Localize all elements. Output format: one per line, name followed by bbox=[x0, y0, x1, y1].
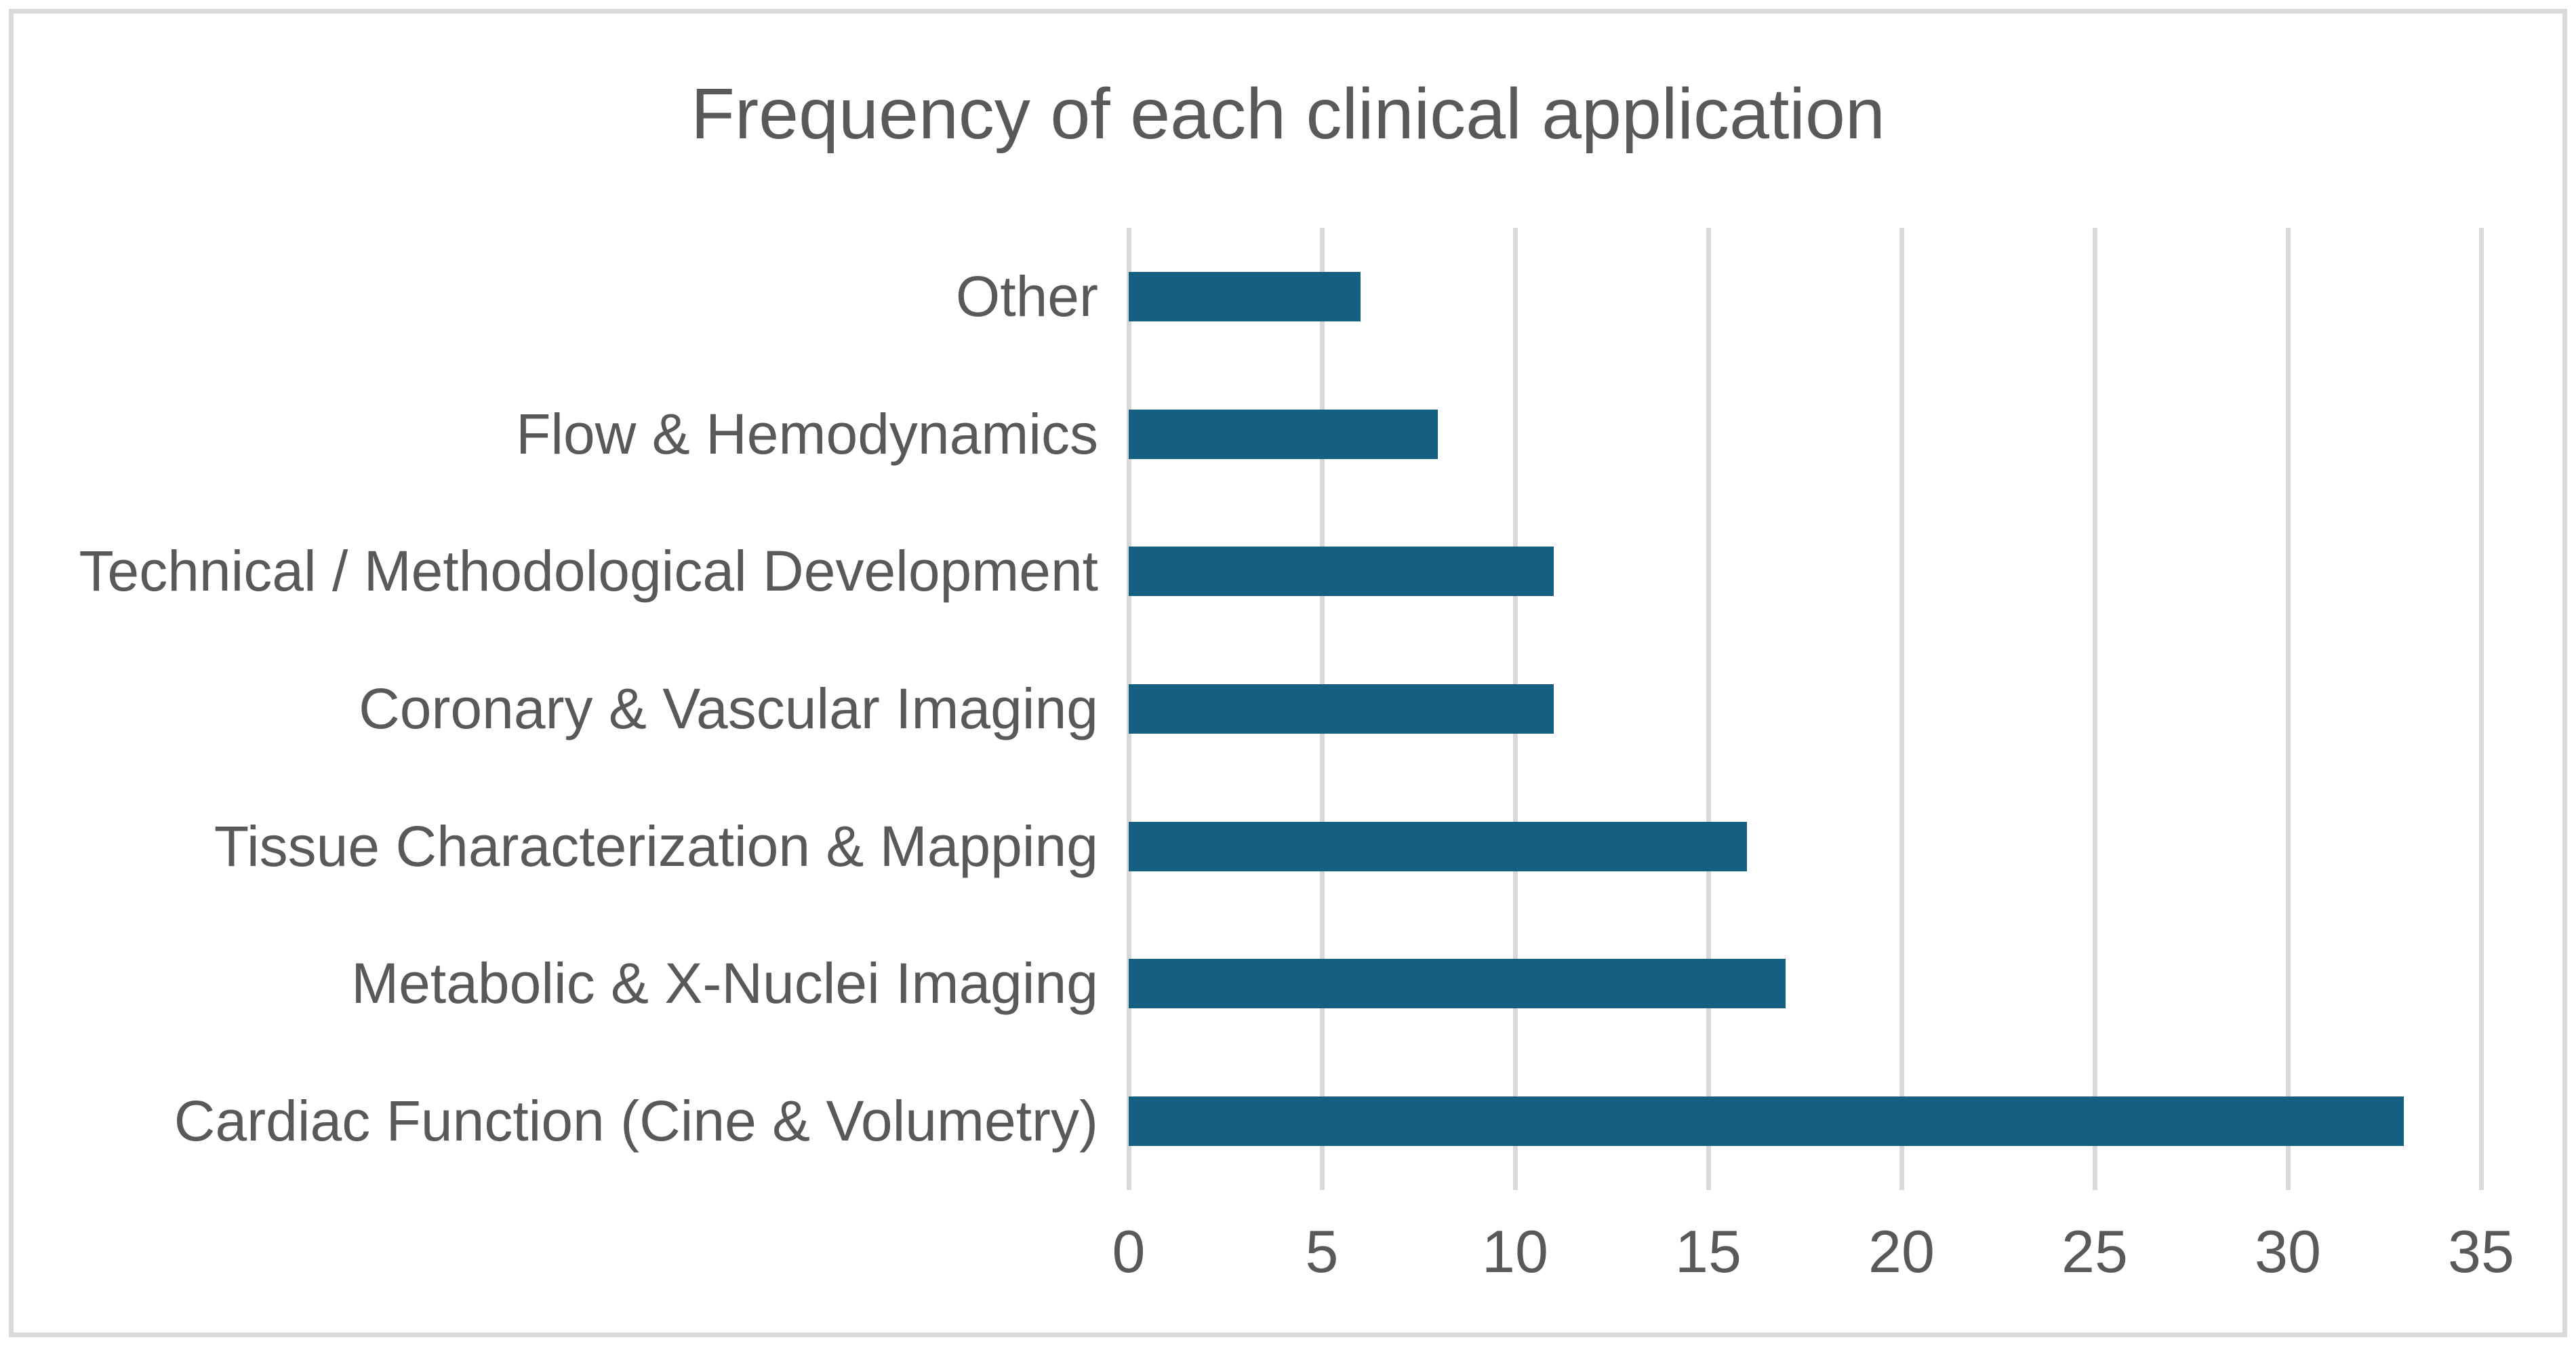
gridline bbox=[2286, 228, 2291, 1190]
x-axis: 0 5 10 15 20 25 30 35 bbox=[1112, 1217, 2514, 1305]
bar bbox=[1129, 271, 1361, 321]
bars bbox=[1129, 228, 2481, 1190]
bar-row bbox=[1129, 915, 2481, 1053]
bar-row bbox=[1129, 778, 2481, 915]
bar bbox=[1129, 821, 1747, 871]
chart-frame: Frequency of each clinical application O… bbox=[9, 9, 2567, 1337]
bar bbox=[1129, 684, 1554, 734]
bar bbox=[1129, 409, 1438, 459]
chart-title: Frequency of each clinical application bbox=[691, 74, 1885, 154]
category-label: Flow & Hemodynamics bbox=[516, 401, 1098, 466]
gridline bbox=[2479, 228, 2484, 1190]
bar-row bbox=[1129, 640, 2481, 778]
category-label: Technical / Methodological Development bbox=[79, 539, 1098, 603]
plot-area bbox=[1127, 228, 2484, 1190]
category-label: Tissue Characterization & Mapping bbox=[214, 814, 1098, 878]
category-label: Metabolic & X-Nuclei Imaging bbox=[351, 951, 1098, 1016]
bar-row bbox=[1129, 1052, 2481, 1190]
category-label: Coronary & Vascular Imaging bbox=[359, 677, 1098, 741]
bar-row bbox=[1129, 365, 2481, 503]
category-label: Cardiac Function (Cine & Volumetry) bbox=[174, 1089, 1098, 1153]
x-tick-label: 10 bbox=[1482, 1218, 1548, 1285]
x-tick-label: 0 bbox=[1112, 1218, 1146, 1285]
category-axis: Other Flow & Hemodynamics Technical / Meth… bbox=[41, 228, 1098, 1190]
x-tick-label: 20 bbox=[1868, 1218, 1935, 1285]
x-tick-label: 30 bbox=[2255, 1218, 2321, 1285]
x-tick-label: 25 bbox=[2061, 1218, 2128, 1285]
x-tick-label: 15 bbox=[1675, 1218, 1742, 1285]
gridline bbox=[2093, 228, 2097, 1190]
bar-row bbox=[1129, 228, 2481, 365]
bar bbox=[1129, 547, 1554, 597]
gridline bbox=[1899, 228, 1904, 1190]
gridline bbox=[1706, 228, 1711, 1190]
bar-row bbox=[1129, 502, 2481, 640]
category-label: Other bbox=[955, 264, 1098, 328]
bar bbox=[1129, 1096, 2404, 1147]
x-tick-label: 5 bbox=[1305, 1218, 1339, 1285]
x-tick-label: 35 bbox=[2448, 1218, 2514, 1285]
bar bbox=[1129, 959, 1786, 1009]
